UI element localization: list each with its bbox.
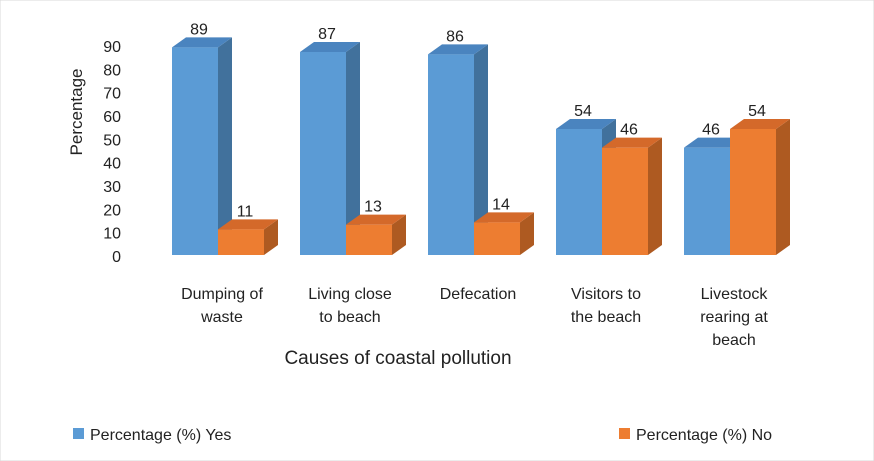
legend-swatch xyxy=(73,428,84,439)
bar-no xyxy=(474,212,534,255)
bar-top xyxy=(730,119,790,129)
data-label: 14 xyxy=(492,196,510,213)
bar-yes xyxy=(300,42,360,255)
x-axis-label: Causes of coastal pollution xyxy=(284,348,511,369)
data-label: 46 xyxy=(620,122,638,139)
bar-front xyxy=(684,147,730,255)
bar-top xyxy=(684,137,744,148)
bar-side xyxy=(520,212,534,255)
bar-top xyxy=(300,42,360,52)
y-tick-label: 20 xyxy=(103,202,121,219)
data-label: 11 xyxy=(237,203,254,220)
x-tick-label: to beach xyxy=(319,309,380,326)
bar-side xyxy=(392,214,406,255)
x-tick-label: Living close xyxy=(308,286,392,303)
bar-front xyxy=(172,47,218,256)
y-axis-ticks: 0 10 20 30 40 50 60 70 80 90 xyxy=(103,39,121,266)
bar-side xyxy=(776,119,790,255)
y-tick-label: 80 xyxy=(103,62,121,79)
y-tick-label: 90 xyxy=(103,39,121,56)
x-tick-label: beach xyxy=(712,332,756,349)
bar-front xyxy=(300,52,346,255)
x-tick-label: Defecation xyxy=(440,286,517,303)
y-tick-label: 0 xyxy=(112,249,121,266)
bar-yes xyxy=(172,37,232,256)
x-tick-label: Livestock xyxy=(701,286,769,303)
legend: Percentage (%) Yes Percentage (%) No xyxy=(73,427,772,444)
bar-no xyxy=(218,219,278,255)
bar-top xyxy=(346,214,406,225)
bar-no xyxy=(346,214,406,255)
data-label: 13 xyxy=(364,199,382,216)
y-tick-label: 50 xyxy=(103,132,121,149)
bar-top xyxy=(602,137,662,148)
bar-side xyxy=(264,219,278,255)
data-label: 89 xyxy=(190,21,208,38)
bars xyxy=(172,37,790,256)
bar-top xyxy=(428,44,488,55)
y-tick-label: 60 xyxy=(103,109,121,126)
bar-side xyxy=(474,44,488,256)
x-tick-label: Visitors to xyxy=(571,286,641,303)
x-axis-ticks: Dumping of waste Living close to beach Defec… xyxy=(181,286,768,349)
x-tick-label: rearing at xyxy=(700,309,768,326)
bar-no xyxy=(730,119,790,255)
legend-label: Percentage (%) No xyxy=(636,427,772,444)
data-label: 54 xyxy=(748,103,766,120)
bar-front xyxy=(428,54,474,256)
x-tick-label: Dumping of xyxy=(181,286,263,303)
data-label: 87 xyxy=(318,26,336,43)
data-label: 46 xyxy=(702,122,720,139)
y-axis-label-group: Percentage xyxy=(67,69,86,156)
bar-top xyxy=(556,119,616,129)
value-labels: 89 11 87 13 86 14 54 46 46 54 xyxy=(190,21,766,220)
bar-top xyxy=(218,219,278,230)
bar-top xyxy=(172,37,232,48)
bar-front xyxy=(602,147,648,255)
data-label: 86 xyxy=(446,28,464,45)
x-tick-label: waste xyxy=(200,309,243,326)
y-tick-label: 30 xyxy=(103,179,121,196)
bar-front xyxy=(346,224,392,255)
legend-item-no: Percentage (%) No xyxy=(619,427,772,444)
y-tick-label: 10 xyxy=(103,226,121,243)
y-tick-label: 70 xyxy=(103,86,121,103)
legend-label: Percentage (%) Yes xyxy=(90,427,231,444)
bar-top xyxy=(474,212,534,223)
bar-front xyxy=(730,129,776,255)
bar-side xyxy=(218,37,232,256)
bar-front xyxy=(474,222,520,255)
bar-front xyxy=(556,129,602,255)
data-label: 54 xyxy=(574,103,592,120)
bar-side xyxy=(648,137,662,255)
bar-yes xyxy=(428,44,488,256)
legend-swatch xyxy=(619,428,630,439)
y-axis-label: Percentage xyxy=(67,69,86,156)
bar-no xyxy=(602,137,662,255)
bar-front xyxy=(218,229,264,255)
bar-side xyxy=(346,42,360,255)
legend-item-yes: Percentage (%) Yes xyxy=(73,427,231,444)
y-tick-label: 40 xyxy=(103,156,121,173)
x-tick-label: the beach xyxy=(571,309,641,326)
